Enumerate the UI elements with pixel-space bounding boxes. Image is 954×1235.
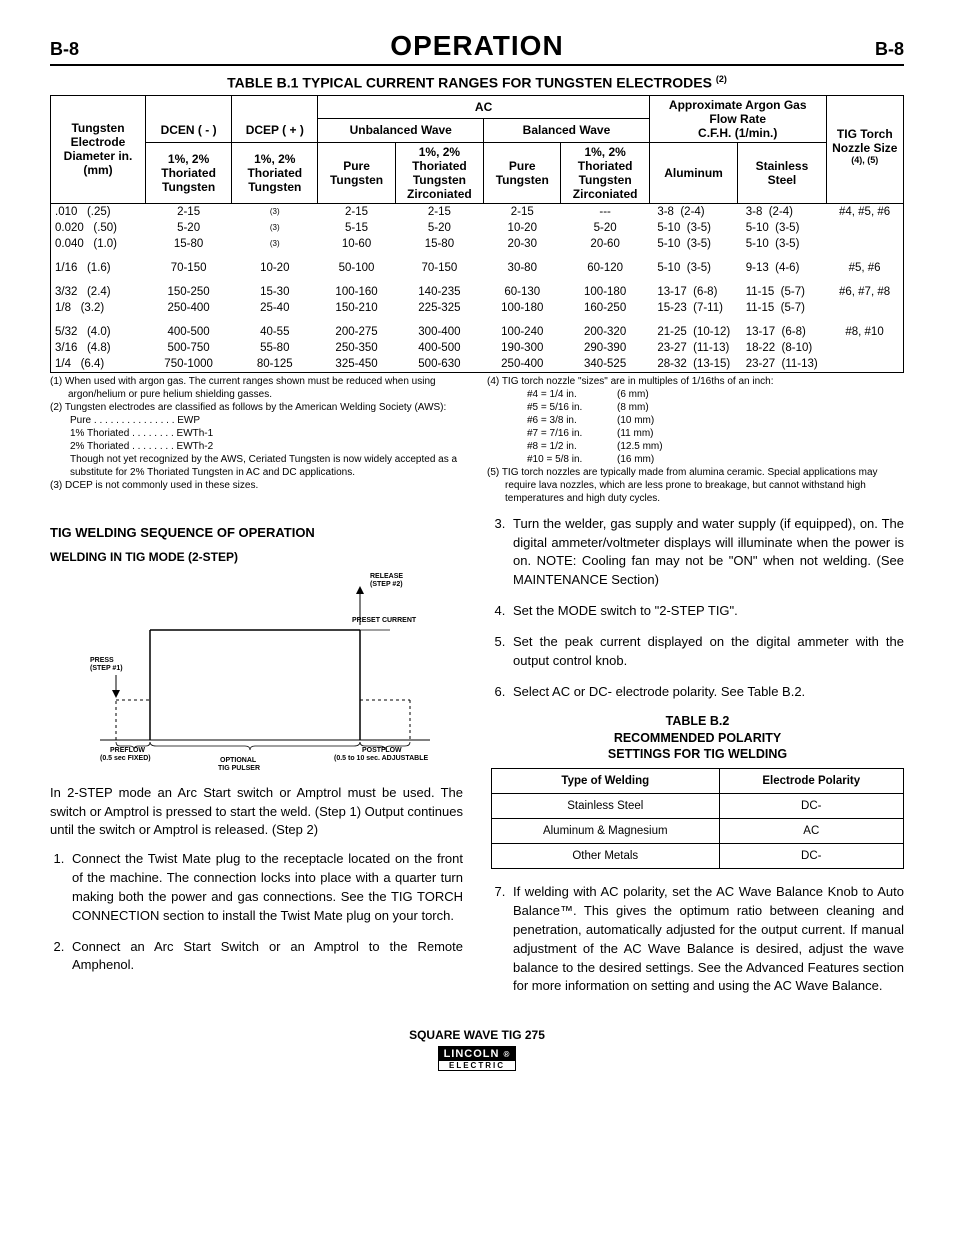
table-row: 1/4 (6.4)750-100080-125325-450500-630250…	[51, 356, 904, 373]
col-dcen-sub: 1%, 2% Thoriated Tungsten	[146, 142, 232, 203]
table-b1: Tungsten Electrode Diameter in. (mm) AC …	[50, 95, 904, 373]
table-row: .010 (.25)2-15(3)2-152-152-15---3-8 (2-4…	[51, 203, 904, 220]
col-uw-pure: Pure Tungsten	[318, 142, 395, 203]
footnote-2d: Though not yet recognized by the AWS, Ce…	[50, 453, 467, 479]
svg-text:(STEP #2): (STEP #2)	[370, 581, 403, 588]
table-row: 3/16 (4.8)500-75055-80250-350400-500190-…	[51, 340, 904, 356]
footnote-3: (3) DCEP is not commonly used in these s…	[50, 479, 467, 492]
col-argon: Approximate Argon Gas Flow RateC.F.H. (1…	[649, 95, 826, 142]
model-name: SQUARE WAVE TIG 275	[50, 1028, 904, 1042]
right-column: Turn the welder, gas supply and water su…	[491, 515, 904, 1009]
nozzle-size-row: #4 = 1/4 in.(6 mm)	[527, 388, 904, 401]
svg-text:(0.5 sec FIXED): (0.5 sec FIXED)	[100, 755, 151, 762]
table-row: 1/16 (1.6)70-15010-2050-10070-15030-8060…	[51, 260, 904, 276]
svg-text:PREFLOW: PREFLOW	[110, 747, 145, 754]
steps-right-cont: If welding with AC polarity, set the AC …	[509, 883, 904, 996]
step-4: Set the MODE switch to "2-STEP TIG".	[509, 602, 904, 621]
svg-text:PRESET CURRENT: PRESET CURRENT	[352, 617, 417, 624]
table-row: 1/8 (3.2)250-40025-40150-210225-325100-1…	[51, 300, 904, 316]
table-b1-title-sup: (2)	[716, 74, 727, 84]
step-6: Select AC or DC- electrode polarity. See…	[509, 683, 904, 702]
table-b2-col-polarity: Electrode Polarity	[719, 769, 903, 794]
footnote-2c: 2% Thoriated . . . . . . . . EWTh-2	[50, 440, 467, 453]
body-2step-intro: In 2-STEP mode an Arc Start switch or Am…	[50, 784, 463, 841]
footnote-2a: Pure . . . . . . . . . . . . . . . EWP	[50, 414, 467, 427]
footnote-2b: 1% Thoriated . . . . . . . . EWTh-1	[50, 427, 467, 440]
footnote-4: (4) TIG torch nozzle "sizes" are in mult…	[487, 375, 904, 388]
footnotes-right: (4) TIG torch nozzle "sizes" are in mult…	[487, 375, 904, 505]
nozzle-size-row: #6 = 3/8 in.(10 mm)	[527, 414, 904, 427]
svg-text:PRESS: PRESS	[90, 657, 114, 664]
table-row: Stainless SteelDC-	[492, 794, 904, 819]
table-row: 0.040 (1.0)15-80(3)10-6015-8020-3020-605…	[51, 236, 904, 252]
nozzle-size-row: #8 = 1/2 in.(12.5 mm)	[527, 440, 904, 453]
table-row: Aluminum & MagnesiumAC	[492, 819, 904, 844]
svg-text:(0.5 to 10 sec. ADJUSTABLE: (0.5 to 10 sec. ADJUSTABLE	[334, 755, 428, 762]
nozzle-size-row: #5 = 5/16 in.(8 mm)	[527, 401, 904, 414]
col-aluminum: Aluminum	[649, 142, 737, 203]
steps-left: Connect the Twist Mate plug to the recep…	[68, 850, 463, 975]
subsection-2step: WELDING IN TIG MODE (2-STEP)	[50, 550, 463, 564]
table-b2-col-type: Type of Welding	[492, 769, 720, 794]
table-row: 5/32 (4.0)400-50040-55200-275300-400100-…	[51, 324, 904, 340]
nozzle-size-row: #10 = 5/8 in.(16 mm)	[527, 453, 904, 466]
page-footer: SQUARE WAVE TIG 275 LINCOLN ® ELECTRIC	[50, 1028, 904, 1071]
svg-text:TIG PULSER: TIG PULSER	[218, 765, 260, 770]
lincoln-logo: LINCOLN ® ELECTRIC	[438, 1046, 517, 1071]
two-column-body: TIG WELDING SEQUENCE OF OPERATION WELDIN…	[50, 515, 904, 1009]
page-number-left: B-8	[50, 39, 79, 60]
page-number-right: B-8	[875, 39, 904, 60]
section-tig-sequence: TIG WELDING SEQUENCE OF OPERATION	[50, 525, 463, 540]
page-header: B-8 OPERATION B-8	[50, 30, 904, 66]
table-b2: Type of Welding Electrode Polarity Stain…	[491, 768, 904, 869]
footnotes: (1) When used with argon gas. The curren…	[50, 375, 904, 505]
table-b1-title-text: TABLE B.1 TYPICAL CURRENT RANGES FOR TUN…	[227, 75, 712, 91]
nozzle-size-row: #7 = 7/16 in.(11 mm)	[527, 427, 904, 440]
svg-text:RELEASE: RELEASE	[370, 573, 403, 580]
col-balanced: Balanced Wave	[484, 119, 650, 143]
col-bw-pure: Pure Tungsten	[484, 142, 561, 203]
step-1: Connect the Twist Mate plug to the recep…	[68, 850, 463, 925]
footnote-1: (1) When used with argon gas. The curren…	[50, 375, 467, 401]
page-title: OPERATION	[390, 30, 563, 62]
col-torch: TIG Torch Nozzle Size (4), (5)	[826, 95, 903, 203]
table-b1-title: TABLE B.1 TYPICAL CURRENT RANGES FOR TUN…	[50, 74, 904, 91]
col-stainless: Stainless Steel	[738, 142, 826, 203]
col-unbalanced: Unbalanced Wave	[318, 119, 484, 143]
col-dcep-sub: 1%, 2% Thoriated Tungsten	[232, 142, 318, 203]
table-row: 0.020 (.50)5-20(3)5-155-2010-205-205-10 …	[51, 220, 904, 236]
col-bw-zirc: 1%, 2% Thoriated Tungsten Zirconiated	[561, 142, 649, 203]
step-5: Set the peak current displayed on the di…	[509, 633, 904, 671]
col-diameter: Tungsten Electrode Diameter in. (mm)	[51, 95, 146, 203]
col-uw-zirc: 1%, 2% Thoriated Tungsten Zirconiated	[395, 142, 483, 203]
svg-text:POSTFLOW: POSTFLOW	[362, 747, 402, 754]
step-2: Connect an Arc Start Switch or an Amptro…	[68, 938, 463, 976]
left-column: TIG WELDING SEQUENCE OF OPERATION WELDIN…	[50, 515, 463, 1009]
step-7: If welding with AC polarity, set the AC …	[509, 883, 904, 996]
col-ac: AC	[318, 95, 649, 119]
footnote-5: (5) TIG torch nozzles are typically made…	[487, 466, 904, 505]
table-row: 3/32 (2.4)150-25015-30100-160140-23560-1…	[51, 284, 904, 300]
timing-diagram: PRESS (STEP #1) PRESET CURRENT RELEASE (…	[90, 570, 463, 770]
svg-text:(STEP #1): (STEP #1)	[90, 665, 123, 672]
table-b2-title: TABLE B.2RECOMMENDED POLARITYSETTINGS FO…	[491, 713, 904, 762]
svg-text:OPTIONAL: OPTIONAL	[220, 757, 257, 764]
footnotes-left: (1) When used with argon gas. The curren…	[50, 375, 467, 505]
step-3: Turn the welder, gas supply and water su…	[509, 515, 904, 590]
steps-right: Turn the welder, gas supply and water su…	[509, 515, 904, 702]
col-dcep: DCEP ( + )	[232, 119, 318, 143]
footnote-2: (2) Tungsten electrodes are classified a…	[50, 401, 467, 414]
col-dcen: DCEN ( - )	[146, 119, 232, 143]
table-row: Other MetalsDC-	[492, 844, 904, 869]
